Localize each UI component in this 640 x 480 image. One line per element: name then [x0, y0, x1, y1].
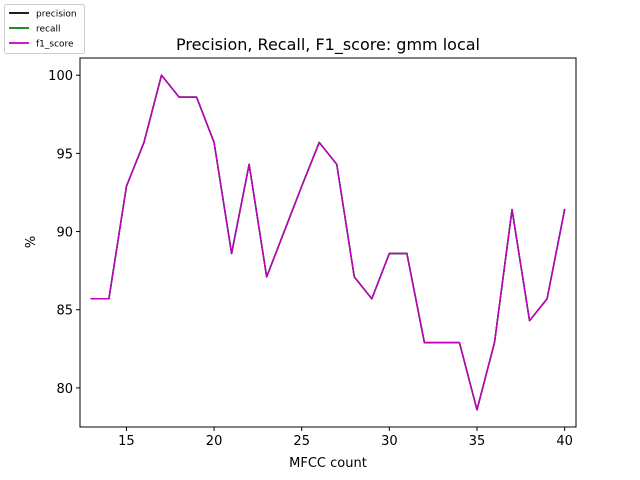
data-point-f1_score: [143, 141, 145, 143]
x-axis-label: MFCC count: [289, 456, 367, 471]
data-point-f1_score: [230, 252, 232, 254]
chart-title: Precision, Recall, F1_score: gmm local: [176, 35, 480, 55]
axes-frame: [79, 57, 577, 428]
data-point-f1_score: [248, 163, 250, 165]
legend-label-f1_score: f1_score: [36, 40, 74, 50]
x-tick-label: 20: [206, 434, 223, 449]
data-point-f1_score: [125, 185, 127, 187]
data-point-f1_score: [160, 74, 162, 76]
data-point-f1_score: [283, 230, 285, 232]
y-tick-label: 85: [56, 304, 73, 319]
data-point-f1_score: [406, 252, 408, 254]
data-point-f1_score: [265, 276, 267, 278]
data-point-f1_score: [301, 185, 303, 187]
y-tick-label: 100: [48, 69, 73, 84]
y-axis-label: %: [24, 236, 39, 248]
data-point-f1_score: [476, 409, 478, 411]
data-point-f1_score: [423, 341, 425, 343]
series-line-f1_score: [90, 74, 566, 411]
data-point-f1_score: [178, 96, 180, 98]
legend-label-recall: recall: [36, 25, 61, 35]
data-point-f1_score: [546, 298, 548, 300]
x-tick-label: 25: [293, 434, 310, 449]
data-point-f1_score: [458, 341, 460, 343]
data-point-f1_score: [511, 208, 513, 210]
data-point-f1_score: [388, 252, 390, 254]
x-tick-label: 30: [381, 434, 398, 449]
data-point-f1_score: [528, 319, 530, 321]
x-tick-label: 15: [118, 434, 135, 449]
legend-frame: [4, 4, 85, 54]
x-tick-label: 40: [556, 434, 573, 449]
y-tick-label: 80: [56, 382, 73, 397]
data-point-f1_score: [90, 298, 92, 300]
legend-label-precision: precision: [36, 10, 77, 20]
data-point-f1_score: [493, 341, 495, 343]
data-point-f1_score: [318, 141, 320, 143]
y-tick-label: 90: [56, 226, 73, 241]
data-point-f1_score: [336, 163, 338, 165]
data-point-f1_score: [371, 298, 373, 300]
data-point-f1_score: [563, 208, 565, 210]
data-point-f1_score: [441, 341, 443, 343]
legend: precision recall f1_score: [4, 4, 85, 54]
data-point-f1_score: [108, 298, 110, 300]
y-tick-label: 95: [56, 147, 73, 162]
data-point-f1_score: [213, 141, 215, 143]
x-tick-label: 35: [469, 434, 486, 449]
plot-area: 15 20 25 30 35 40 80 85 90 95 100: [48, 57, 577, 449]
data-point-f1_score: [353, 276, 355, 278]
data-point-f1_score: [195, 96, 197, 98]
